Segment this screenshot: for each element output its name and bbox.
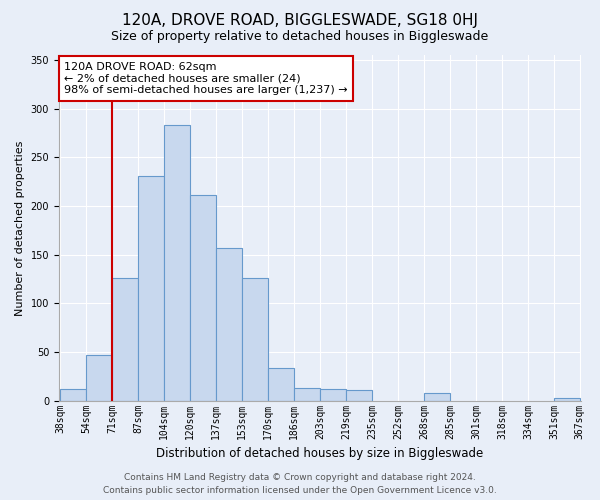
- Text: 120A DROVE ROAD: 62sqm
← 2% of detached houses are smaller (24)
98% of semi-deta: 120A DROVE ROAD: 62sqm ← 2% of detached …: [64, 62, 348, 95]
- Bar: [216, 248, 242, 400]
- Bar: [242, 278, 268, 400]
- Bar: [554, 398, 580, 400]
- Text: 120A, DROVE ROAD, BIGGLESWADE, SG18 0HJ: 120A, DROVE ROAD, BIGGLESWADE, SG18 0HJ: [122, 12, 478, 28]
- Bar: [268, 368, 294, 400]
- Bar: [138, 176, 164, 400]
- Bar: [164, 125, 190, 400]
- Text: Size of property relative to detached houses in Biggleswade: Size of property relative to detached ho…: [112, 30, 488, 43]
- Bar: [294, 388, 320, 400]
- Text: Contains HM Land Registry data © Crown copyright and database right 2024.
Contai: Contains HM Land Registry data © Crown c…: [103, 474, 497, 495]
- X-axis label: Distribution of detached houses by size in Biggleswade: Distribution of detached houses by size …: [157, 447, 484, 460]
- Bar: [112, 278, 138, 400]
- Bar: [190, 195, 216, 400]
- Y-axis label: Number of detached properties: Number of detached properties: [15, 140, 25, 316]
- Bar: [86, 355, 112, 401]
- Bar: [346, 390, 372, 400]
- Bar: [320, 389, 346, 400]
- Bar: [424, 393, 450, 400]
- Bar: [60, 389, 86, 400]
